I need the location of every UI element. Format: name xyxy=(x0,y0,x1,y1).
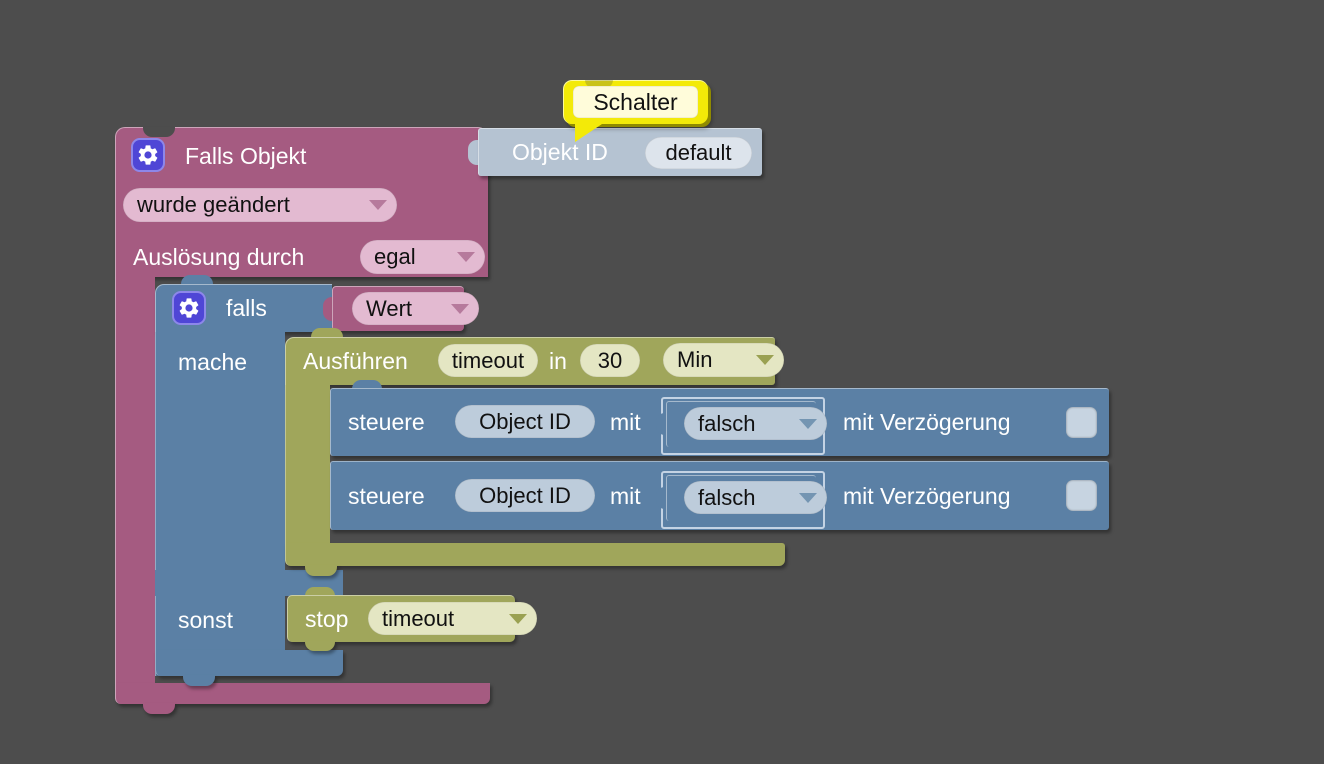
object-id-field[interactable]: Object ID xyxy=(455,405,595,438)
chevron-down-icon xyxy=(369,200,387,210)
chevron-down-icon xyxy=(509,613,527,624)
trigger-by-dropdown[interactable]: egal xyxy=(360,240,485,274)
value-connector-tab xyxy=(656,487,666,509)
object-id-label: Objekt ID xyxy=(512,138,608,165)
comment-tail xyxy=(575,122,605,142)
next-connection-tab xyxy=(305,565,337,576)
verb-label: steuere xyxy=(348,482,425,509)
previous-connection-notch xyxy=(143,127,175,137)
delay-checkbox[interactable] xyxy=(1066,480,1097,511)
delay-label: mit Verzögerung xyxy=(843,482,1011,509)
chevron-down-icon xyxy=(756,355,774,365)
chevron-down-icon xyxy=(799,418,817,429)
trigger-by-label: Auslösung durch xyxy=(133,243,305,270)
connection-notch xyxy=(311,328,343,338)
timeout-bottom xyxy=(285,543,785,566)
value-dropdown[interactable]: falsch xyxy=(684,481,827,514)
delay-label: mit Verzögerung xyxy=(843,408,1011,435)
trigger-title: Falls Objekt xyxy=(185,142,307,169)
value-dropdown[interactable]: falsch xyxy=(684,407,827,440)
delay-checkbox[interactable] xyxy=(1066,407,1097,438)
gear-icon[interactable] xyxy=(172,291,206,325)
verb-label: steuere xyxy=(348,408,425,435)
value-connector-tab xyxy=(323,297,334,321)
in-label: in xyxy=(549,347,567,374)
stop-name-dropdown[interactable]: timeout xyxy=(368,602,537,635)
if-left-wall xyxy=(155,332,285,676)
exec-label: Ausführen xyxy=(303,347,408,374)
event-dropdown[interactable]: wurde geändert xyxy=(123,188,397,222)
connection-notch xyxy=(352,380,382,389)
object-id-value-field[interactable]: default xyxy=(645,137,752,169)
object-id-field[interactable]: Object ID xyxy=(455,479,595,512)
connection-notch xyxy=(181,275,213,285)
duration-field[interactable]: 30 xyxy=(580,344,640,377)
trigger-block-left-wall xyxy=(115,276,155,684)
value-connector-tab xyxy=(468,140,480,165)
with-label: mit xyxy=(610,408,641,435)
timeout-left-wall xyxy=(285,385,330,543)
condition-dropdown[interactable]: Wert xyxy=(352,292,479,325)
stop-label: stop xyxy=(305,605,349,632)
timeout-name-field[interactable]: timeout xyxy=(438,344,538,377)
next-connection-tab xyxy=(305,641,335,651)
gear-icon[interactable] xyxy=(131,138,165,172)
value-connector-tab xyxy=(656,413,666,435)
else-label: sonst xyxy=(178,606,233,633)
trigger-block-bottom xyxy=(115,683,490,704)
connection-notch xyxy=(585,80,613,88)
connection-notch xyxy=(305,587,335,596)
chevron-down-icon xyxy=(799,492,817,503)
unit-dropdown[interactable]: Min xyxy=(663,343,784,377)
next-connection-tab xyxy=(143,703,175,714)
chevron-down-icon xyxy=(457,252,475,262)
if-bottom xyxy=(155,650,343,676)
next-connection-tab xyxy=(183,675,215,686)
if-label: falls xyxy=(226,294,267,321)
comment-text-field[interactable]: Schalter xyxy=(573,86,698,118)
with-label: mit xyxy=(610,482,641,509)
then-label: mache xyxy=(178,348,248,375)
chevron-down-icon xyxy=(451,303,469,314)
